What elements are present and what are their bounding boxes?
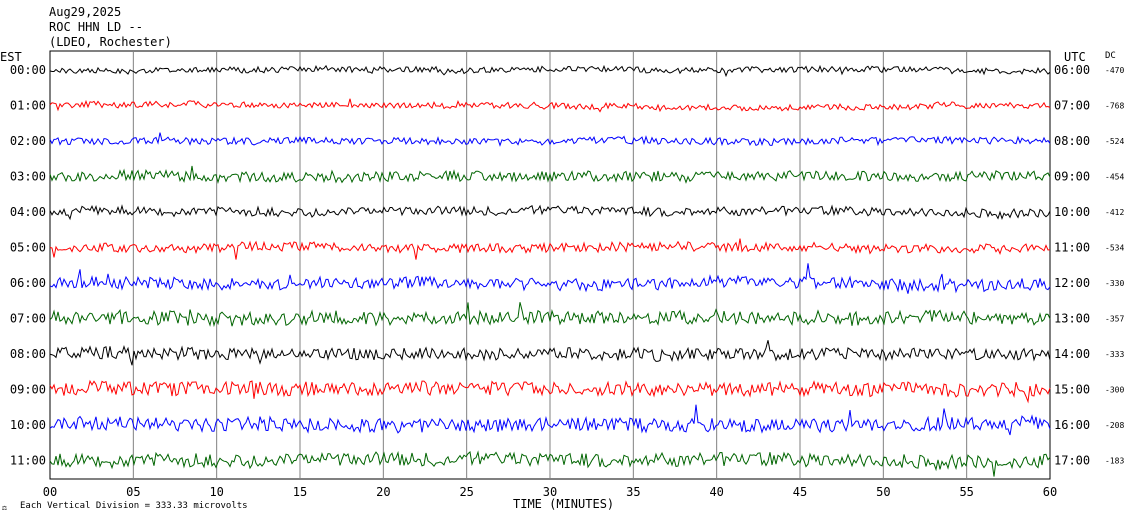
header-date: Aug29,2025: [49, 5, 121, 19]
x-axis-label: TIME (MINUTES): [513, 497, 614, 511]
est-hour-label: 04:00: [10, 205, 46, 219]
x-tick-label: 45: [793, 485, 807, 499]
x-tick-label: 30: [543, 485, 557, 499]
header-station: ROC HHN LD --: [49, 20, 143, 34]
dc-offset-label: -534: [1105, 244, 1124, 253]
trace-line: [49, 238, 1051, 260]
utc-hour-label: 14:00: [1054, 347, 1090, 361]
est-hour-label: 09:00: [10, 383, 46, 397]
header-network: (LDEO, Rochester): [49, 35, 172, 49]
x-tick-label: 10: [209, 485, 223, 499]
row-labels: 00:00 06:00 -470 01:00 07:00 -768 02:00 08:00 -5…: [10, 63, 1125, 468]
est-hour-label: 08:00: [10, 347, 46, 361]
dc-offset-label: -183: [1105, 457, 1124, 466]
x-tick-label: 15: [293, 485, 307, 499]
dc-offset-label: -330: [1105, 279, 1124, 288]
x-tick-label: 40: [709, 485, 723, 499]
seismic-traces: [49, 64, 1051, 477]
trace-line: [49, 64, 1051, 78]
dc-label: DC: [1105, 51, 1116, 61]
utc-hour-label: 06:00: [1054, 63, 1090, 77]
dc-offset-label: -357: [1105, 315, 1124, 324]
dc-offset-label: -454: [1105, 173, 1124, 182]
est-hour-label: 01:00: [10, 99, 46, 113]
est-hour-label: 05:00: [10, 241, 46, 255]
dc-offset-label: -333: [1105, 350, 1124, 359]
x-tick-label: 35: [626, 485, 640, 499]
utc-hour-label: 09:00: [1054, 170, 1090, 184]
x-tick-label: 25: [459, 485, 473, 499]
scale-mark-icon: ⚖: [2, 503, 7, 512]
trace-line: [49, 204, 1051, 221]
trace-line: [49, 450, 1051, 477]
utc-hour-label: 16:00: [1054, 418, 1090, 432]
x-tick-label: 60: [1043, 485, 1057, 499]
trace-line: [49, 98, 1051, 113]
x-tick-labels: 00 05 10 15 20 25 30 35 40 45 50 55 60: [43, 485, 1057, 499]
utc-hour-label: 11:00: [1054, 241, 1090, 255]
dc-offset-label: -300: [1105, 386, 1124, 395]
utc-hour-label: 10:00: [1054, 205, 1090, 219]
est-hour-label: 06:00: [10, 276, 46, 290]
est-hour-label: 07:00: [10, 312, 46, 326]
est-hour-label: 02:00: [10, 134, 46, 148]
utc-hour-label: 17:00: [1054, 454, 1090, 468]
dc-offset-label: -524: [1105, 137, 1124, 146]
utc-hour-label: 07:00: [1054, 99, 1090, 113]
est-hour-label: 03:00: [10, 170, 46, 184]
trace-line: [49, 340, 1051, 366]
trace-line: [49, 263, 1051, 294]
est-hour-label: 00:00: [10, 63, 46, 77]
footer-scale-note: Each Vertical Division = 333.33 microvol…: [20, 501, 248, 511]
dc-offset-label: -208: [1105, 421, 1124, 430]
trace-line: [49, 379, 1051, 404]
utc-hour-label: 12:00: [1054, 276, 1090, 290]
x-tick-label: 20: [376, 485, 390, 499]
left-timezone-label: EST: [0, 50, 22, 64]
dc-offset-label: -470: [1105, 66, 1124, 75]
dc-offset-label: -412: [1105, 208, 1124, 217]
est-hour-label: 10:00: [10, 418, 46, 432]
trace-line: [49, 165, 1051, 184]
trace-line: [49, 132, 1051, 147]
time-gridlines: [132, 51, 968, 479]
dc-offset-label: -768: [1105, 102, 1124, 111]
utc-hour-label: 13:00: [1054, 312, 1090, 326]
x-tick-label: 05: [126, 485, 140, 499]
utc-hour-label: 15:00: [1054, 383, 1090, 397]
x-tick-label: 50: [876, 485, 890, 499]
right-timezone-label: UTC: [1064, 50, 1086, 64]
trace-line: [49, 404, 1051, 436]
trace-line: [49, 302, 1051, 328]
x-tick-label: 55: [959, 485, 973, 499]
utc-hour-label: 08:00: [1054, 134, 1090, 148]
x-tick-label: 00: [43, 485, 57, 499]
est-hour-label: 11:00: [10, 454, 46, 468]
